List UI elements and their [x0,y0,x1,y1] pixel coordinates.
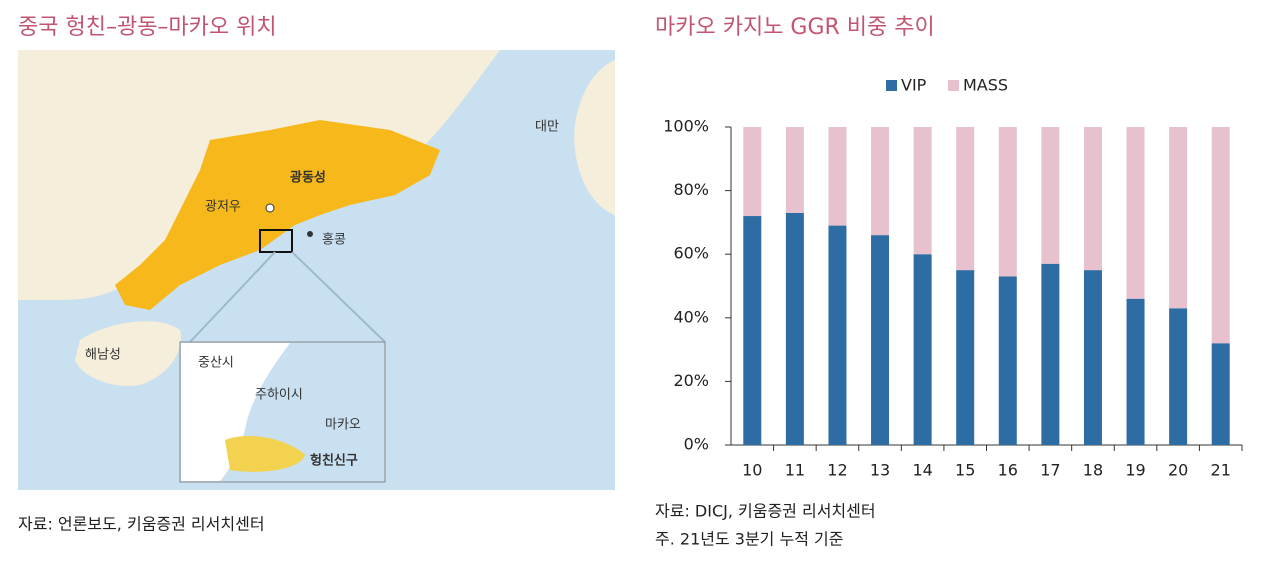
x-tick-label: 21 [1211,461,1231,480]
bar [998,127,1017,277]
y-tick-label: 80% [673,180,709,199]
legend-label: MASS [963,76,1008,95]
guangzhou-dot [265,203,275,213]
x-tick-label: 15 [955,461,975,480]
bar [956,127,975,271]
focus-box [259,229,293,253]
y-tick-label: 0% [684,435,709,454]
map-label: 주하이시 [255,388,303,403]
bar [871,127,890,236]
bar [956,270,975,445]
hengqin-shape [225,435,305,472]
bar [828,127,847,226]
hongkong-dot [307,231,313,237]
legend-swatch [886,80,897,91]
bar [1169,308,1188,445]
chart-note: 자료: DICJ, 키움증권 리서치센터 [655,502,876,521]
y-tick-label: 20% [673,371,709,390]
taiwan-land [574,60,615,215]
zoom-lines [189,251,386,343]
bar [785,127,804,213]
bar [913,127,932,255]
bar [743,127,762,217]
map-label: 헝친신구 [310,453,358,469]
bar [743,216,762,445]
legend-swatch [948,80,959,91]
map-label: 홍콩 [322,233,346,248]
inset-land [181,343,290,481]
bar [1041,263,1060,445]
x-tick-label: 12 [827,461,847,480]
bar [1211,127,1230,344]
bar [913,254,932,445]
map-label: 광동성 [290,171,326,186]
chart-note: 주. 21년도 3분기 누적 기준 [655,530,843,549]
x-tick-label: 10 [742,461,762,480]
bar [998,276,1017,445]
y-tick-label: 60% [673,244,709,263]
x-tick-label: 17 [1040,461,1060,480]
guangdong-shape [115,120,440,310]
chart-title: 마카오 카지노 GGR 비중 추이 [655,15,935,40]
x-tick-label: 16 [998,461,1018,480]
x-tick-label: 13 [870,461,890,480]
legend-label: VIP [901,76,927,95]
bar [1083,270,1102,445]
map-label: 중산시 [198,356,234,371]
x-tick-label: 18 [1083,461,1103,480]
x-tick-label: 14 [912,461,932,480]
bar [828,225,847,445]
x-tick-label: 19 [1125,461,1145,480]
bar [1083,127,1102,271]
bar [871,235,890,445]
bar [1169,127,1188,309]
bar [785,212,804,445]
map-label: 해남성 [85,348,121,363]
y-tick-label: 100% [663,117,709,136]
map-source: 자료: 언론보도, 키움증권 리서치센터 [18,515,265,534]
x-tick-label: 11 [785,461,805,480]
map-label: 대만 [535,120,559,135]
bar [1126,298,1145,445]
x-tick-label: 20 [1168,461,1188,480]
bar [1126,127,1145,299]
bar [1041,127,1060,264]
map-label: 광저우 [205,200,241,215]
map: 대만 광동성 광저우 홍콩 해남성 중산시 주하이시 마카오 헝친신구 [18,50,615,490]
y-tick-label: 40% [673,307,709,326]
map-title: 중국 헝친–광동–마카오 위치 [18,15,277,40]
bar [1211,343,1230,445]
hainan-shape [75,321,181,386]
map-label: 마카오 [325,418,361,433]
